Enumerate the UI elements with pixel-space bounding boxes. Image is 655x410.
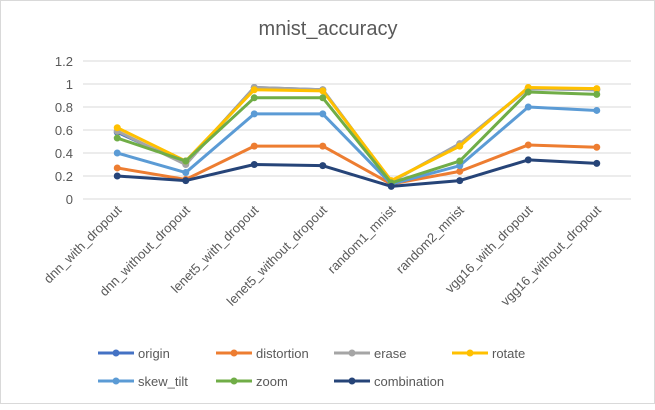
data-point <box>113 134 121 142</box>
series-combination <box>113 156 601 190</box>
data-point <box>182 169 190 177</box>
y-tick-label: 0.4 <box>55 146 73 161</box>
data-point <box>524 88 532 96</box>
legend-label: combination <box>374 374 444 389</box>
legend-item-rotate: rotate <box>452 346 525 361</box>
legend-label: erase <box>374 346 407 361</box>
data-point <box>113 149 121 157</box>
series-line <box>116 105 597 186</box>
legend-item-skew_tilt: skew_tilt <box>98 374 188 389</box>
data-point <box>319 142 327 150</box>
data-point <box>593 143 601 151</box>
data-point <box>113 172 121 180</box>
y-tick-label: 0.6 <box>55 123 73 138</box>
legend-label: distortion <box>256 346 309 361</box>
data-point <box>319 94 327 102</box>
data-point <box>524 141 532 149</box>
data-point <box>182 157 190 165</box>
legend-item-zoom: zoom <box>216 374 288 389</box>
data-point <box>593 159 601 167</box>
series-zoom <box>113 88 601 187</box>
data-point <box>113 164 121 172</box>
data-point <box>456 167 464 175</box>
legend-item-combination: combination <box>334 374 444 389</box>
x-tick-label: random2_mnist <box>393 202 467 276</box>
y-tick-label: 0 <box>66 192 73 207</box>
data-point <box>456 157 464 165</box>
x-tick-label: random1_mnist <box>324 202 398 276</box>
legend-marker <box>230 377 238 385</box>
legend-marker <box>466 349 474 357</box>
series-lines <box>113 83 601 190</box>
legend-item-distortion: distortion <box>216 346 309 361</box>
y-axis-ticks: 0 0.2 0.4 0.6 0.8 1 1.2 <box>55 54 73 207</box>
legend-marker <box>348 377 356 385</box>
data-point <box>319 110 327 118</box>
gridlines <box>83 60 631 200</box>
legend-label: zoom <box>256 374 288 389</box>
y-tick-label: 1.2 <box>55 54 73 69</box>
data-point <box>593 90 601 98</box>
series-rotate <box>113 83 601 185</box>
data-point <box>319 87 327 95</box>
x-axis-ticks: dnn_with_dropoutdnn_without_dropoutlenet… <box>41 202 604 308</box>
y-tick-label: 0.2 <box>55 169 73 184</box>
legend-marker <box>112 349 120 357</box>
data-point <box>250 161 258 168</box>
data-point <box>593 85 601 93</box>
data-point <box>524 103 532 111</box>
data-point <box>250 94 258 102</box>
y-tick-label: 1 <box>66 77 73 92</box>
legend-item-erase: erase <box>334 346 407 361</box>
data-point <box>250 110 258 118</box>
data-point <box>250 86 258 94</box>
data-point <box>250 142 258 150</box>
data-point <box>593 106 601 114</box>
legend-item-origin: origin <box>98 346 170 361</box>
legend-marker <box>112 377 120 385</box>
series-distortion <box>113 141 601 188</box>
legend-label: origin <box>138 346 170 361</box>
data-point <box>113 124 121 132</box>
legend-marker <box>348 349 356 357</box>
y-tick-label: 0.8 <box>55 100 73 115</box>
data-point <box>524 156 532 164</box>
chart-title: mnist_accuracy <box>259 18 398 40</box>
series-line <box>117 158 597 188</box>
data-point <box>387 182 395 190</box>
series-line <box>116 90 597 185</box>
legend-label: rotate <box>492 346 525 361</box>
data-point <box>456 142 464 150</box>
legend-marker <box>230 349 238 357</box>
series-line <box>117 143 597 186</box>
data-point <box>456 177 464 185</box>
data-point <box>319 162 327 170</box>
legend-label: skew_tilt <box>138 374 188 389</box>
legend: origin distortion erase rotate skew_tilt zoom… <box>98 346 525 389</box>
data-point <box>182 177 190 185</box>
